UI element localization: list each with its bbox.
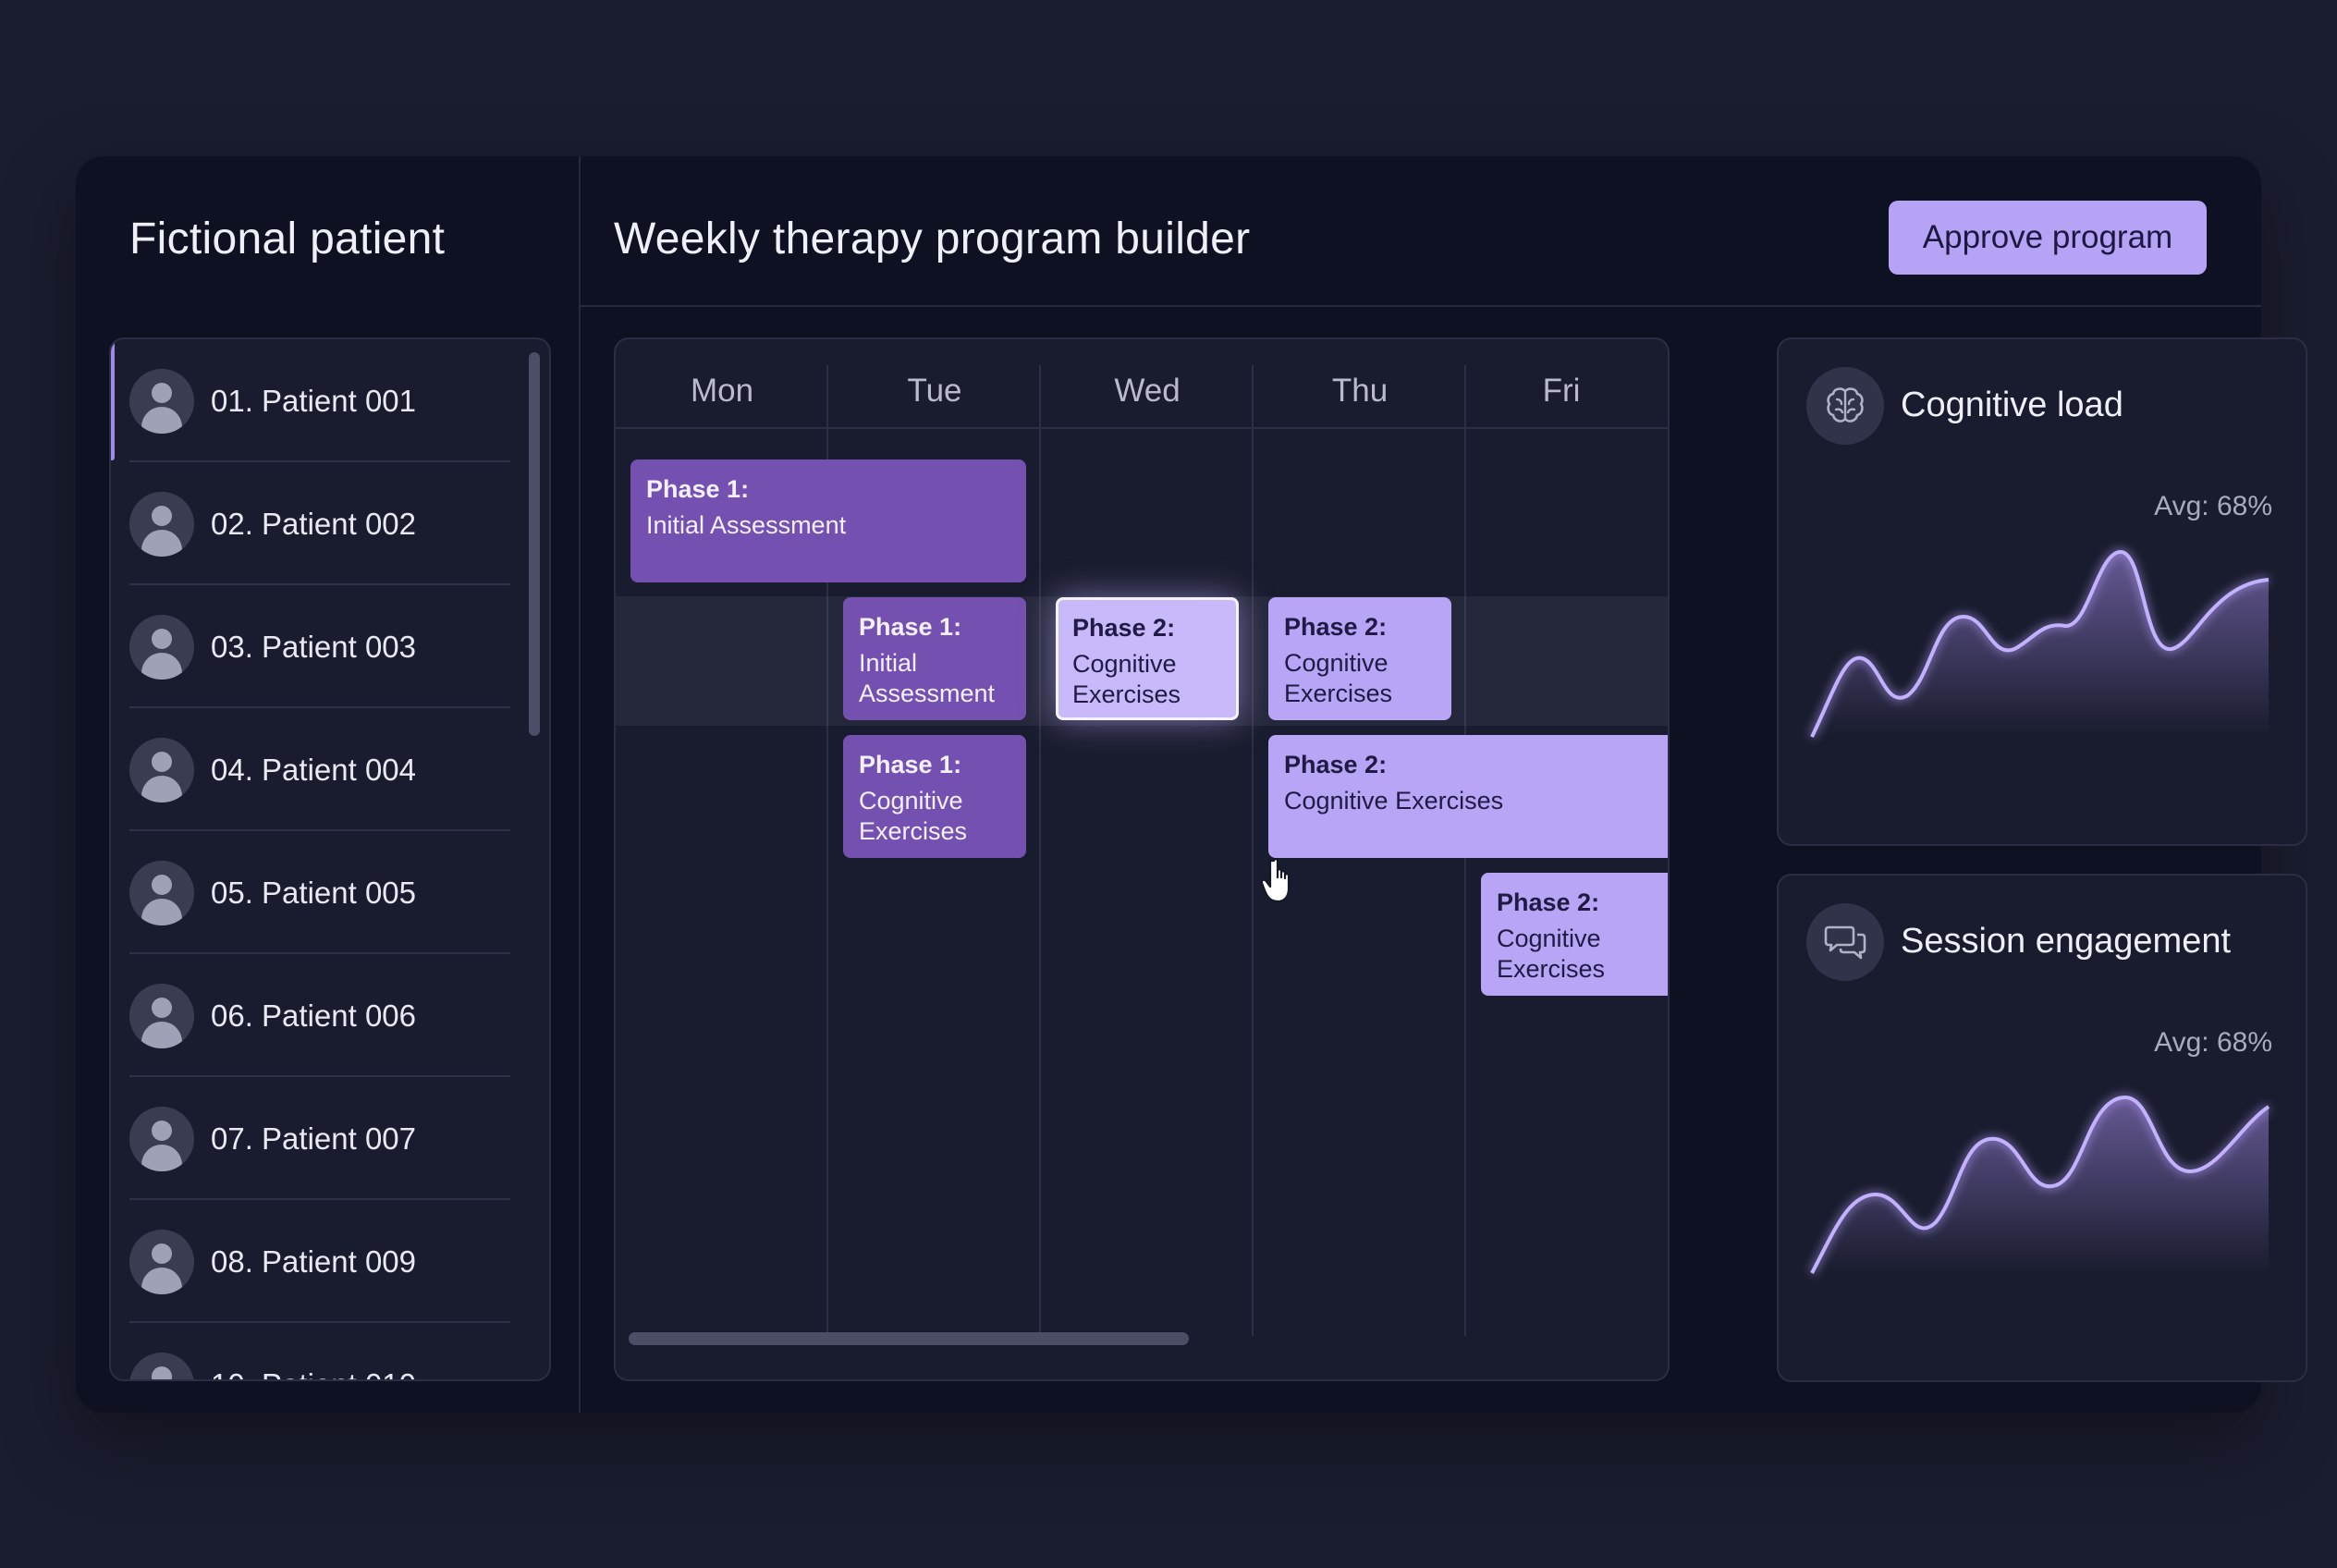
block-name: Initial Assessment — [859, 649, 996, 707]
patient-label: 08. Patient 009 — [211, 1244, 417, 1279]
session-engagement-card: Session engagement Avg: 68% — [1777, 874, 2307, 1382]
patient-item-006[interactable]: 06. Patient 006 — [129, 954, 510, 1077]
avatar — [129, 492, 194, 557]
day-header-fri: Fri — [1542, 373, 1581, 409]
program-block[interactable]: Phase 2: Cognitive Exercises — [1481, 873, 1668, 996]
program-block[interactable]: Phase 1: Cognitive Exercises — [843, 735, 1026, 858]
approve-program-button[interactable]: Approve program — [1889, 201, 2207, 275]
patient-item-002[interactable]: 02. Patient 002 — [129, 462, 510, 585]
header-divider — [581, 305, 2261, 307]
metric-average: Avg: 68% — [2154, 491, 2272, 521]
block-phase: Phase 2: — [1284, 613, 1388, 641]
block-phase: Phase 1: — [859, 613, 962, 641]
block-name: Cognitive Exercises — [1284, 649, 1393, 707]
patient-list[interactable]: 01. Patient 001 02. Patient 002 03. Pati… — [109, 337, 551, 1381]
avatar — [129, 861, 194, 925]
program-block-selected[interactable]: Phase 2: Cognitive Exercises — [1056, 597, 1239, 720]
block-phase: Phase 2: — [1072, 614, 1176, 642]
patient-label: 01. Patient 001 — [211, 384, 417, 418]
block-phase: Phase 2: — [1497, 888, 1600, 916]
avatar — [129, 738, 194, 802]
patient-label: 02. Patient 002 — [211, 507, 417, 541]
sidebar-title: Fictional patient — [129, 214, 446, 263]
program-block[interactable]: Phase 1: Initial Assessment — [630, 459, 1026, 582]
program-block[interactable]: Phase 2: Cognitive Exercises — [1268, 597, 1451, 720]
patient-item-004[interactable]: 04. Patient 004 — [129, 708, 510, 831]
cognitive-load-card: Cognitive load Avg: 68% — [1777, 337, 2307, 846]
patient-item-001[interactable]: 01. Patient 001 — [111, 339, 510, 462]
page-title: Weekly therapy program builder — [614, 214, 1251, 263]
column-divider — [1252, 365, 1254, 1336]
horizontal-scrollbar[interactable] — [629, 1332, 1189, 1345]
patient-label: 06. Patient 006 — [211, 998, 417, 1033]
avatar — [129, 1353, 194, 1379]
day-header-thu: Thu — [1331, 373, 1389, 409]
patient-item-008[interactable]: 08. Patient 009 — [129, 1200, 510, 1323]
patient-label: 03. Patient 003 — [211, 630, 417, 664]
brain-icon — [1806, 367, 1884, 445]
avatar — [129, 369, 194, 434]
weekly-calendar: Mon Tue Wed Thu Fri Phase 1: Initial Ass… — [614, 337, 1670, 1381]
day-header-mon: Mon — [690, 373, 754, 409]
session-engagement-chart — [1808, 1093, 2271, 1275]
list-scrollbar[interactable] — [529, 352, 540, 736]
column-divider — [826, 365, 828, 1336]
patient-label: 05. Patient 005 — [211, 876, 417, 910]
metric-title: Cognitive load — [1901, 386, 2123, 424]
patient-item-003[interactable]: 03. Patient 003 — [129, 585, 510, 708]
column-divider — [1039, 365, 1041, 1336]
block-phase: Phase 1: — [646, 475, 750, 503]
patient-label: 04. Patient 004 — [211, 753, 417, 787]
patient-item-007[interactable]: 07. Patient 007 — [129, 1077, 510, 1200]
patient-label: 10. Patient 010 — [211, 1367, 416, 1379]
app-window: Fictional patient 01. Patient 001 02. Pa… — [76, 156, 2307, 1413]
patient-item-005[interactable]: 05. Patient 005 — [129, 831, 510, 954]
cognitive-load-chart — [1808, 547, 2270, 739]
program-block[interactable]: Phase 1: Initial Assessment — [843, 597, 1026, 720]
header-divider — [616, 427, 1668, 429]
day-header-tue: Tue — [907, 373, 962, 409]
hand-cursor-icon — [1260, 858, 1291, 903]
day-header-wed: Wed — [1114, 373, 1181, 409]
block-phase: Phase 1: — [859, 751, 962, 778]
patient-label: 07. Patient 007 — [211, 1121, 417, 1156]
metric-title: Session engagement — [1901, 922, 2232, 961]
block-name: Cognitive Exercises — [1497, 925, 1606, 983]
block-phase: Phase 2: — [1284, 751, 1388, 778]
avatar — [129, 1230, 194, 1294]
block-name: Cognitive Exercises — [1284, 787, 1504, 815]
sidebar: Fictional patient 01. Patient 001 02. Pa… — [76, 156, 581, 1413]
block-name: Cognitive Exercises — [859, 787, 968, 845]
patient-item-010[interactable]: 10. Patient 010 — [129, 1323, 510, 1379]
avatar — [129, 615, 194, 680]
avatar — [129, 984, 194, 1048]
avatar — [129, 1107, 194, 1171]
program-block[interactable]: Phase 2: Cognitive Exercises — [1268, 735, 1668, 858]
block-name: Cognitive Exercises — [1072, 650, 1181, 708]
block-name: Initial Assessment — [646, 511, 847, 539]
metric-average: Avg: 68% — [2154, 1027, 2272, 1058]
chat-bubbles-icon — [1806, 903, 1884, 981]
